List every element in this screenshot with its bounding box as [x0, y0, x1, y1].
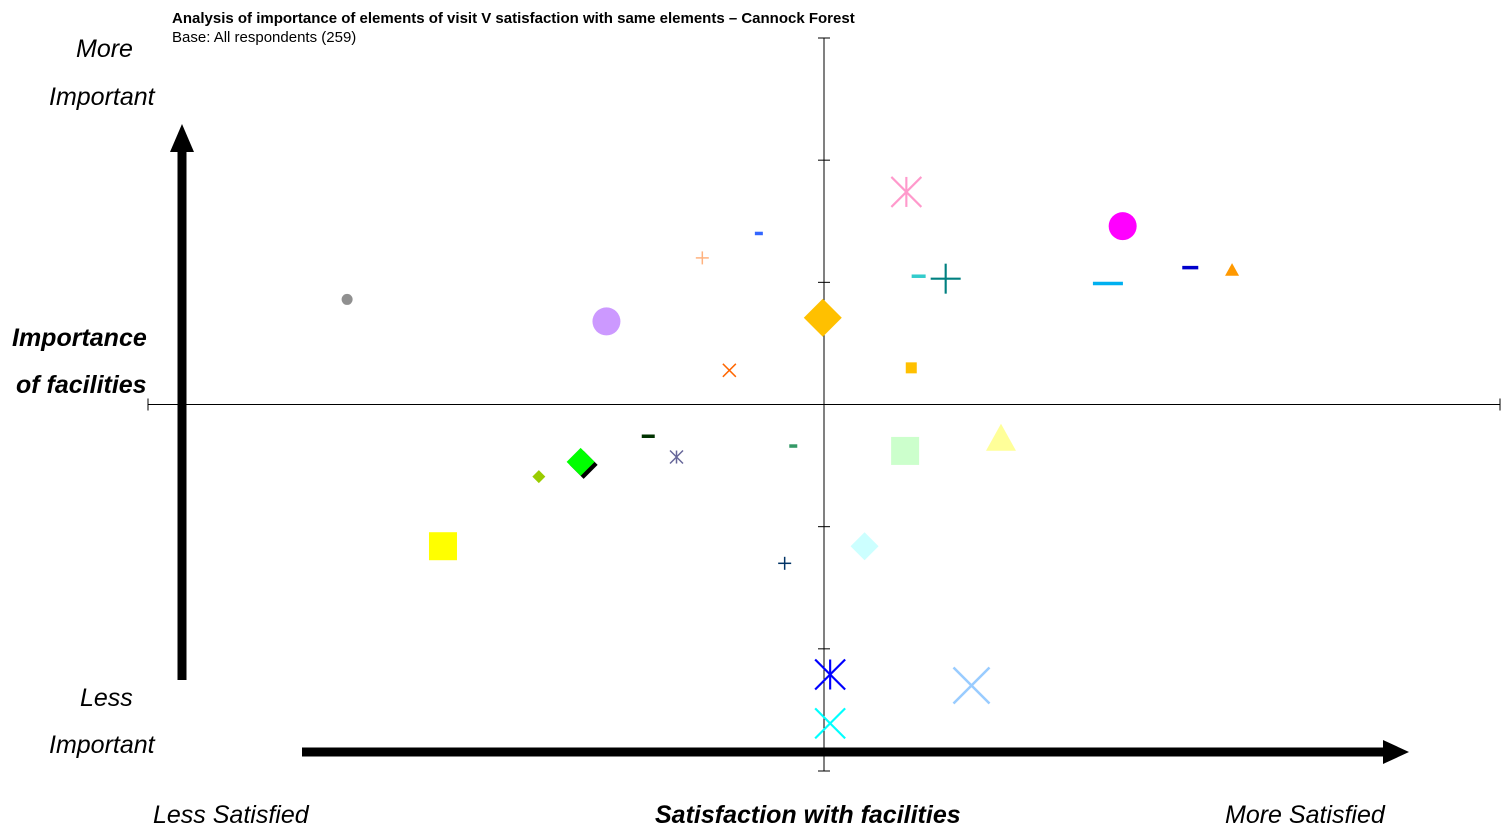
data-point: [341, 293, 353, 305]
data-point: [566, 447, 598, 479]
importance-arrow: [170, 124, 194, 680]
data-point: [1108, 212, 1137, 241]
data-point: [669, 450, 684, 465]
data-point: [1225, 263, 1240, 276]
more-important-label-line1: More: [76, 35, 133, 63]
data-point: [850, 532, 879, 561]
data-point: [428, 532, 457, 561]
satisfaction-arrow: [302, 740, 1409, 764]
more-satisfied-label: More Satisfied: [1225, 801, 1385, 829]
data-point: [814, 707, 846, 740]
data-point: [985, 423, 1016, 451]
more-important-label-line2: Important: [49, 83, 155, 111]
data-points: [341, 176, 1240, 740]
chart-title: Analysis of importance of elements of vi…: [172, 10, 855, 27]
data-point: [695, 251, 709, 265]
less-important-label-line1: Less: [80, 684, 133, 712]
data-point: [803, 298, 842, 337]
chart-subtitle: Base: All respondents (259): [172, 29, 357, 46]
y-axis-title-line2: of facilities: [16, 371, 147, 399]
data-point: [532, 470, 546, 484]
x-axis-title: Satisfaction with facilities: [655, 801, 961, 829]
data-point: [890, 176, 923, 208]
less-satisfied-label: Less Satisfied: [153, 801, 309, 829]
data-point: [814, 658, 846, 691]
data-point: [905, 362, 917, 374]
less-important-label-line2: Important: [49, 731, 155, 759]
data-point: [952, 666, 991, 705]
y-axis-title-line1: Importance: [12, 324, 147, 352]
data-point: [592, 307, 621, 336]
data-point: [891, 436, 920, 465]
data-point: [930, 263, 961, 294]
data-point: [722, 363, 737, 378]
axes: [147, 37, 1501, 772]
data-point: [778, 556, 792, 570]
